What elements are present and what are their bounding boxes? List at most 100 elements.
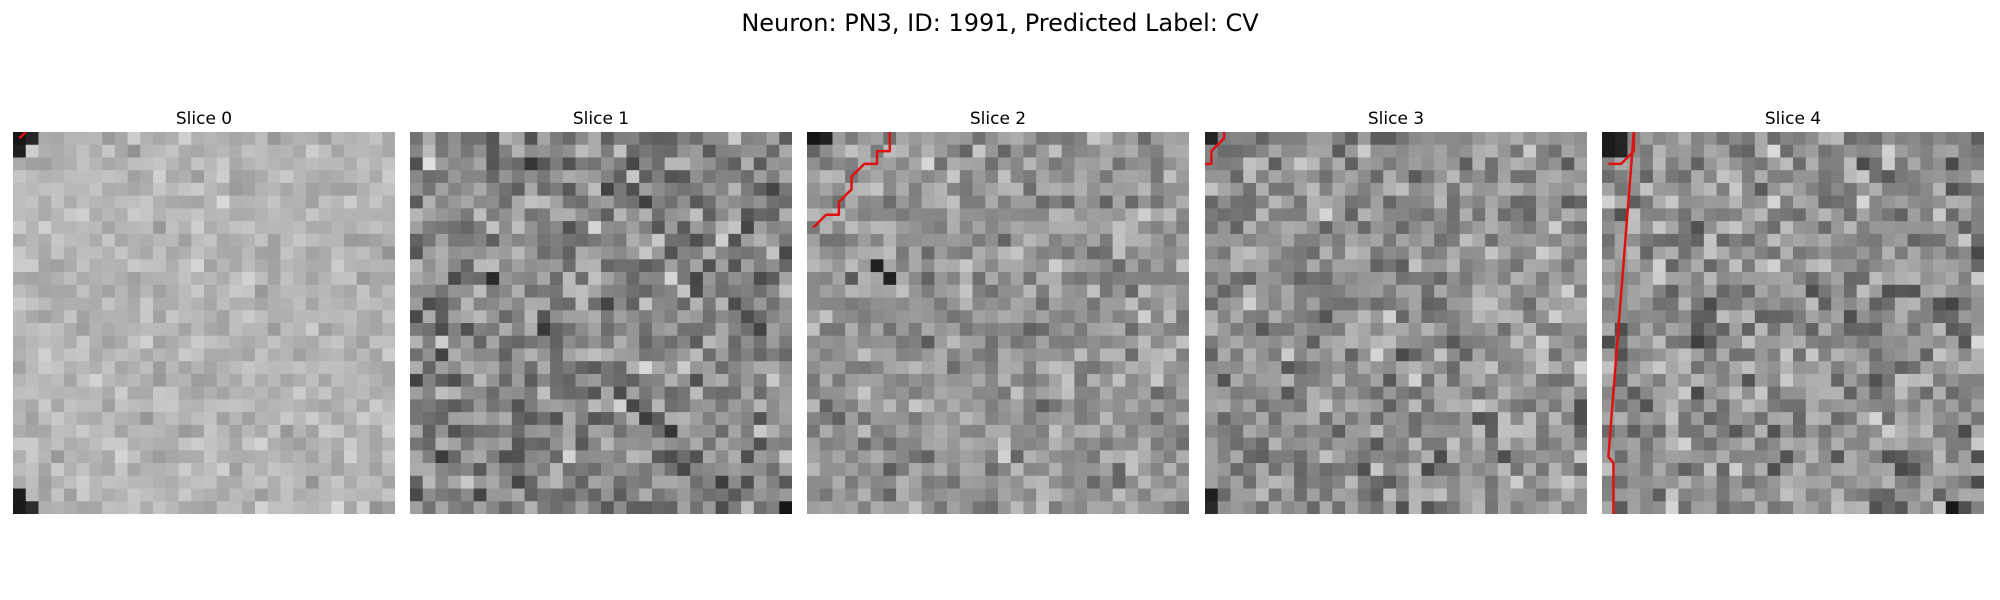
heatmap-cell (626, 361, 640, 375)
heatmap-cell (1856, 221, 1870, 235)
heatmap-cell (178, 463, 192, 477)
heatmap-cell (779, 132, 792, 146)
heatmap-cell (1665, 450, 1679, 464)
heatmap-cell (1574, 488, 1587, 502)
heatmap-cell (537, 182, 551, 197)
heatmap-cell (1243, 437, 1257, 451)
heatmap-cell (1691, 386, 1705, 400)
heatmap-cell (857, 144, 872, 158)
heatmap-cell (959, 399, 973, 413)
heatmap-cell (807, 386, 821, 400)
heatmap-cell (344, 284, 358, 298)
heatmap-cell (998, 501, 1012, 514)
heatmap-cell (1370, 182, 1384, 197)
heatmap-cell (1703, 259, 1717, 273)
heatmap-cell (63, 170, 78, 184)
heatmap-cell (242, 259, 256, 273)
heatmap-cell (114, 475, 128, 489)
heatmap-cell (1112, 233, 1126, 247)
heatmap-cell (318, 475, 332, 489)
heatmap-cell (1370, 132, 1384, 146)
heatmap-cell (25, 463, 39, 477)
heatmap-cell (1818, 284, 1832, 298)
heatmap-cell (51, 144, 65, 158)
heatmap-cell (1459, 144, 1473, 158)
heatmap-cell (25, 488, 39, 502)
heatmap-cell (1536, 475, 1550, 489)
heatmap-cell (1319, 233, 1333, 247)
heatmap-cell (524, 450, 538, 464)
heatmap-cell (1357, 284, 1371, 298)
heatmap-cell (1640, 412, 1654, 426)
heatmap-cell (1048, 132, 1063, 146)
heatmap-cell (191, 259, 205, 273)
heatmap-cell (356, 144, 370, 158)
heatmap-cell (934, 386, 948, 400)
heatmap-cell (626, 437, 640, 451)
heatmap-cell (1945, 475, 1959, 489)
heatmap-cell (1294, 501, 1308, 514)
heatmap-cell (1510, 412, 1524, 426)
heatmap-cell (216, 284, 230, 298)
heatmap-cell (89, 144, 103, 158)
heatmap-cell (1805, 373, 1819, 388)
heatmap-cell (779, 348, 792, 362)
heatmap-cell (626, 323, 640, 337)
heatmap-cell (1561, 412, 1575, 426)
heatmap-cell (1074, 323, 1088, 337)
heatmap-cell (1112, 144, 1126, 158)
heatmap-cell (1754, 246, 1768, 260)
heatmap-cell (1243, 246, 1257, 260)
heatmap-cell (753, 195, 767, 209)
heatmap-cell (537, 221, 551, 235)
heatmap-cell (1163, 450, 1177, 464)
heatmap-cell (1087, 386, 1101, 400)
heatmap-cell (832, 323, 846, 337)
heatmap-cell (1357, 335, 1371, 349)
heatmap-cell (651, 132, 666, 146)
heatmap-cell (1548, 297, 1562, 311)
heatmap-cell (1640, 348, 1654, 362)
heatmap-cell (639, 335, 653, 349)
heatmap-cell (1614, 437, 1628, 451)
heatmap-cell (1099, 157, 1113, 171)
heatmap-cell (356, 272, 370, 286)
heatmap-cell (1150, 208, 1164, 222)
heatmap-cell (1497, 170, 1511, 184)
heatmap-cell (1421, 488, 1435, 502)
heatmap-cell (1048, 195, 1063, 209)
heatmap-cell (741, 297, 755, 311)
heatmap-cell (779, 412, 792, 426)
heatmap-cell (1920, 195, 1934, 209)
heatmap-cell (89, 335, 103, 349)
heatmap-cell (369, 323, 383, 337)
heatmap-cell (1176, 208, 1189, 222)
heatmap-cell (216, 424, 230, 438)
heatmap-cell (499, 437, 513, 451)
heatmap-cell (1780, 132, 1794, 146)
heatmap-cell (1793, 424, 1807, 438)
heatmap-cell (216, 182, 230, 197)
heatmap-cell (921, 297, 935, 311)
heatmap-cell (1112, 195, 1126, 209)
heatmap-cell (1074, 284, 1088, 298)
heatmap-cell (216, 450, 230, 464)
heatmap-cell (25, 399, 39, 413)
heatmap-cell (1971, 412, 1984, 426)
heatmap-cell (998, 246, 1012, 260)
heatmap-cell (1023, 323, 1037, 337)
heatmap-cell (998, 424, 1012, 438)
heatmap-cell (550, 424, 564, 438)
heatmap-cell (204, 182, 218, 197)
heatmap-cell (728, 144, 742, 158)
heatmap-cell (422, 132, 436, 146)
heatmap-cell (1742, 323, 1756, 337)
heatmap-cell (959, 323, 973, 337)
heatmap-cell (1691, 259, 1705, 273)
heatmap-cell (1205, 195, 1219, 209)
heatmap-cell (677, 144, 691, 158)
heatmap-cell (1112, 323, 1126, 337)
heatmap-cell (959, 412, 973, 426)
heatmap-cell (1332, 246, 1346, 260)
heatmap-cell (562, 335, 576, 349)
